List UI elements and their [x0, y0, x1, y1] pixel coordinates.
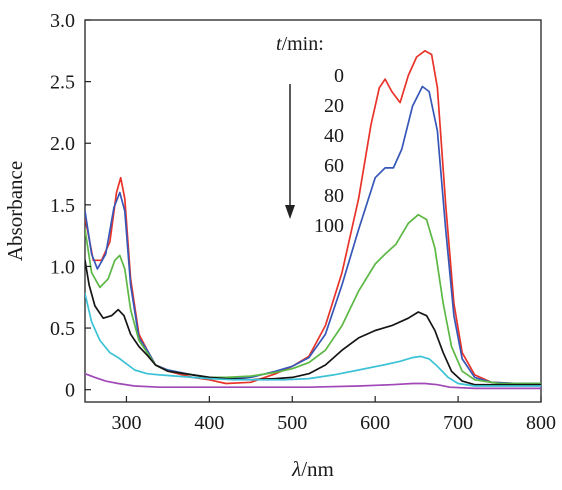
y-tick-label: 3.0	[50, 10, 75, 32]
series-line-20-min	[85, 85, 541, 385]
series-line-80-min	[85, 292, 541, 387]
x-tick-label: 300	[111, 412, 141, 434]
y-tick-label: 0.5	[50, 318, 75, 340]
series-line-100-min	[85, 372, 541, 390]
series-layer	[85, 49, 541, 390]
legend-entry-80: 80	[324, 185, 344, 207]
x-tick-label: 500	[277, 412, 307, 434]
legend-title-symbol: t	[276, 33, 282, 55]
y-tick-label: 1.0	[50, 256, 75, 278]
series-line-0-min	[85, 49, 541, 385]
x-axis-title-unit: /nm	[301, 457, 334, 481]
x-tick-label: 600	[360, 412, 390, 434]
x-axis-title: λ/nm	[291, 457, 334, 481]
y-tick-label: 2.0	[50, 133, 75, 155]
x-tick-label: 400	[194, 412, 224, 434]
legend-entry-100: 100	[314, 215, 344, 237]
legend-entry-0: 0	[334, 65, 344, 87]
series-line-40-min	[85, 213, 541, 385]
y-tick-label: 2.5	[50, 72, 75, 94]
y-tick-label: 0	[65, 380, 75, 402]
series-line-60-min	[85, 259, 541, 386]
x-axis-title-symbol: λ	[291, 457, 301, 481]
x-tick-label: 800	[526, 412, 556, 434]
legend-title: t/min:	[276, 33, 324, 55]
plot-frame	[84, 19, 542, 403]
legend-entry-40: 40	[324, 125, 344, 147]
x-tick-label: 700	[443, 412, 473, 434]
legend-title-unit: /min:	[282, 33, 324, 55]
y-axis-title: Absorbance	[3, 161, 27, 261]
legend: t/min: 0 20 40 60 80 100	[276, 33, 344, 237]
legend-entry-20: 20	[324, 95, 344, 117]
legend-arrow-head	[285, 205, 295, 219]
y-tick-label: 1.5	[50, 195, 75, 217]
legend-entry-60: 60	[324, 155, 344, 177]
